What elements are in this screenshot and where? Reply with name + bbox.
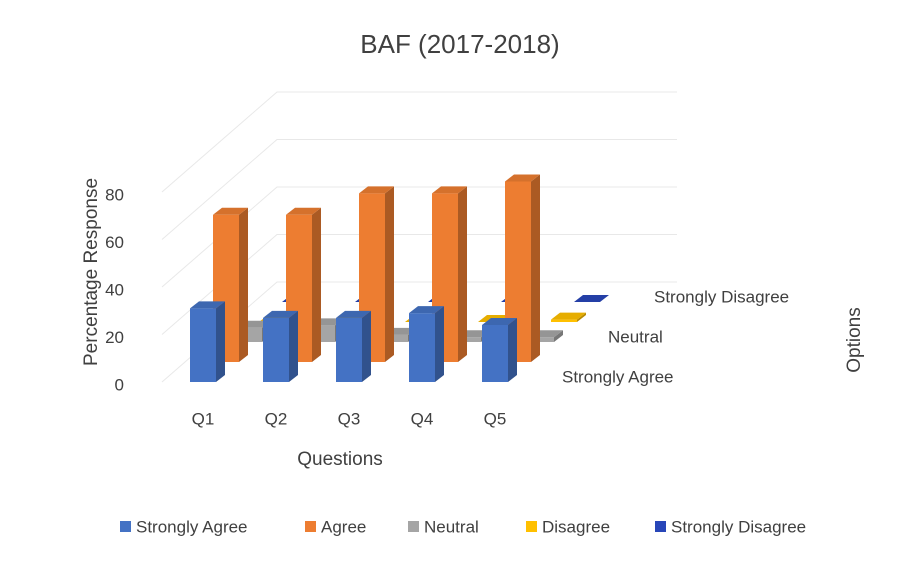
bar-face [190,301,225,309]
bar-face [263,317,289,382]
bar [190,301,225,382]
bar-face [551,312,586,320]
y-tick-label: 0 [115,375,124,394]
bar-face [554,330,563,342]
bar-face [312,207,321,362]
bar-face [551,319,577,322]
bar-face [263,310,298,318]
z-tick-label: Neutral [608,327,663,346]
bar-face [286,207,321,215]
bar-face [482,318,517,325]
bar-face [409,306,444,314]
bar-face [458,186,467,362]
legend-label: Strongly Agree [136,517,248,536]
bar-face [190,308,216,382]
legend-swatch [655,521,666,532]
x-tick-label: Q2 [265,409,288,428]
legend-swatch [526,521,537,532]
bar-face [455,337,481,342]
bar-face [336,317,362,382]
bar [482,318,517,382]
legend-swatch [305,521,316,532]
legend-label: Strongly Disagree [671,517,806,536]
bar-face [382,334,408,342]
z-tick-label: Strongly Agree [562,367,674,386]
bar-face [528,337,554,342]
x-tick-label: Q5 [484,409,507,428]
y-axis-title: Percentage Response [81,178,102,366]
legend-label: Neutral [424,517,479,536]
bar-face [216,301,225,382]
bar-face [505,174,540,182]
chart-title: BAF (2017-2018) [360,29,559,59]
legend-label: Agree [321,517,366,536]
y-tick-label: 60 [105,233,124,252]
y-tick-label: 80 [105,185,124,204]
x-tick-label: Q1 [192,409,215,428]
grid-line [161,234,677,335]
z-tick-label: Strongly Disagree [654,287,789,306]
bar-face [531,174,540,362]
y-tick-label: 20 [105,328,124,347]
bar-face [289,310,298,382]
z-axis-title: Options [844,307,865,372]
bar [263,310,298,382]
bar-face [409,313,435,382]
grid-line [161,186,677,288]
bar-face [574,295,609,302]
legend-swatch [408,521,419,532]
bar-face [432,186,467,194]
grid-line [161,91,677,193]
y-tick-label: 40 [105,280,124,299]
x-tick-label: Q3 [338,409,361,428]
grid-line [161,139,677,240]
bar-face [435,306,444,382]
bar [409,306,444,382]
bar-face [362,310,371,382]
legend-label: Disagree [542,517,610,536]
bar-face [482,325,508,382]
bar [574,295,609,302]
bar-face [577,312,586,322]
bar [336,310,371,382]
bar-face [239,207,248,362]
bar-face [359,186,394,194]
bar-face [336,310,371,318]
bar-face [385,186,394,362]
legend-swatch [120,521,131,532]
x-tick-label: Q4 [411,409,434,428]
bar [551,312,586,322]
bar-face [213,207,248,215]
bar-face [508,318,517,382]
x-axis-title: Questions [297,449,383,470]
